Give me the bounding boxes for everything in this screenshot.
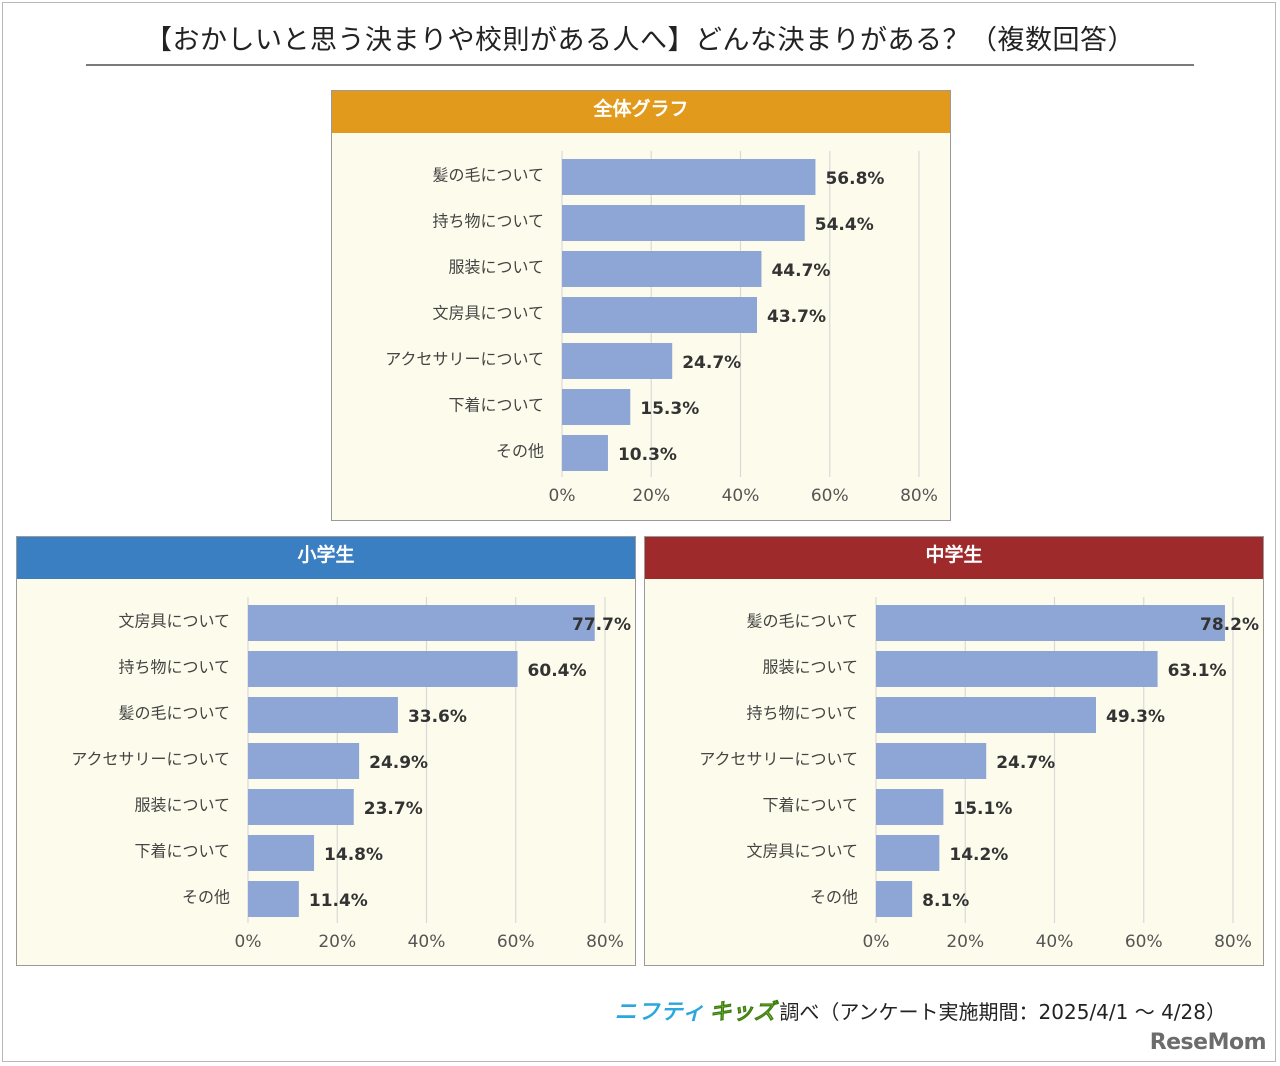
bar [248,881,299,917]
bar [248,743,360,779]
value-label: 24.9% [369,753,428,773]
x-tick-label: 0% [549,486,576,506]
category-label: アクセサリーについて [385,350,544,369]
category-label: 下着について [762,796,858,815]
value-label: 15.3% [640,399,699,419]
value-label: 11.4% [309,891,368,911]
category-label: 持ち物について [746,704,858,723]
category-label: 服装について [762,658,858,677]
x-tick-label: 60% [811,486,849,506]
category-label: その他 [182,888,230,907]
category-label: 下着について [448,396,544,415]
value-label: 10.3% [618,445,677,465]
value-label: 24.7% [996,753,1055,773]
category-label: 髪の毛について [432,166,544,185]
x-tick-label: 60% [1125,932,1163,952]
chart-junior-high: 0% 20% 40% 60% 80% 髪の毛について 78.2% 服装について 63.1% 持ち物… [699,597,1259,952]
kids-logo: キッズ [709,1000,776,1026]
value-label: 56.8% [825,169,884,189]
bar [562,389,631,425]
category-label: 服装について [448,258,544,277]
category-label: 文房具について [746,842,858,861]
value-label: 43.7% [767,307,826,327]
bar [562,159,816,195]
bar [876,605,1225,641]
value-label: 78.2% [1200,615,1259,635]
x-tick-label: 20% [318,932,356,952]
value-label: 77.7% [572,615,631,635]
x-tick-label: 40% [408,932,446,952]
category-label: 持ち物について [432,212,544,231]
chart-panel-junior-high: 中学生 0% 20% 40% 60% 80% 髪の毛について 78.2% 服装について 63.1… [644,536,1264,966]
chart-panel-overall: 全体グラフ 0% 20% 40% 60% 80% 髪の毛について 56.8% 持ち物について 5… [331,90,951,521]
chart-header-overall: 全体グラフ [332,91,950,133]
bar [876,743,987,779]
value-label: 24.7% [682,353,741,373]
category-label: 持ち物について [118,658,230,677]
page-title: 【おかしいと思う決まりや校則がある人へ】どんな決まりがある？（複数回答） [145,25,1135,56]
bar [876,651,1158,687]
category-label: 服装について [134,796,230,815]
x-tick-label: 20% [632,486,670,506]
value-label: 14.8% [324,845,383,865]
bar [248,651,518,687]
bar [562,343,673,379]
chart-header-elementary: 小学生 [17,537,635,579]
bar [562,251,762,287]
bar [876,881,913,917]
value-label: 63.1% [1168,661,1227,681]
x-tick-label: 0% [863,932,890,952]
category-label: その他 [810,888,858,907]
bar [562,205,805,241]
bar [876,697,1097,733]
title-divider [86,64,1194,66]
bar [562,435,608,471]
chart-elementary: 0% 20% 40% 60% 80% 文房具について 77.7% 持ち物について 60.4% 髪の… [71,597,631,952]
x-tick-label: 80% [900,486,938,506]
category-label: 下着について [134,842,230,861]
value-label: 23.7% [364,799,423,819]
chart-panel-elementary: 小学生 0% 20% 40% 60% 80% 文房具について 77.7% 持ち物について 60.… [16,536,636,966]
category-label: アクセサリーについて [699,750,858,769]
value-label: 33.6% [408,707,467,727]
chart-header-junior-high: 中学生 [645,537,1263,579]
x-tick-label: 80% [586,932,624,952]
nifty-logo: ニフティ [614,1000,706,1025]
resemom-watermark: ReseMom [1149,1030,1267,1055]
bar [562,297,758,333]
x-tick-label: 0% [235,932,262,952]
value-label: 8.1% [922,891,969,911]
value-label: 15.1% [953,799,1012,819]
value-label: 49.3% [1106,707,1165,727]
x-tick-label: 40% [722,486,760,506]
value-label: 60.4% [528,661,587,681]
bar [248,605,595,641]
category-label: アクセサリーについて [71,750,230,769]
x-tick-label: 20% [946,932,984,952]
category-label: 髪の毛について [746,612,858,631]
category-label: 文房具について [118,612,230,631]
x-tick-label: 60% [497,932,535,952]
x-tick-label: 80% [1214,932,1252,952]
bar [876,789,944,825]
bar [248,697,398,733]
bar [248,835,315,871]
source-footer: ニフティ キッズ 調べ（アンケート実施期間：2025/4/1 ～ 4/28） [615,994,1226,1026]
category-label: 髪の毛について [118,704,230,723]
value-label: 54.4% [815,215,874,235]
value-label: 14.2% [949,845,1008,865]
category-label: その他 [496,442,544,461]
x-tick-label: 40% [1036,932,1074,952]
bar [248,789,354,825]
value-label: 44.7% [771,261,830,281]
bar [876,835,940,871]
chart-overall: 0% 20% 40% 60% 80% 髪の毛について 56.8% 持ち物について 54.4% 服装… [385,151,938,506]
category-label: 文房具について [432,304,544,323]
source-text: 調べ（アンケート実施期間：2025/4/1 ～ 4/28） [779,999,1226,1024]
